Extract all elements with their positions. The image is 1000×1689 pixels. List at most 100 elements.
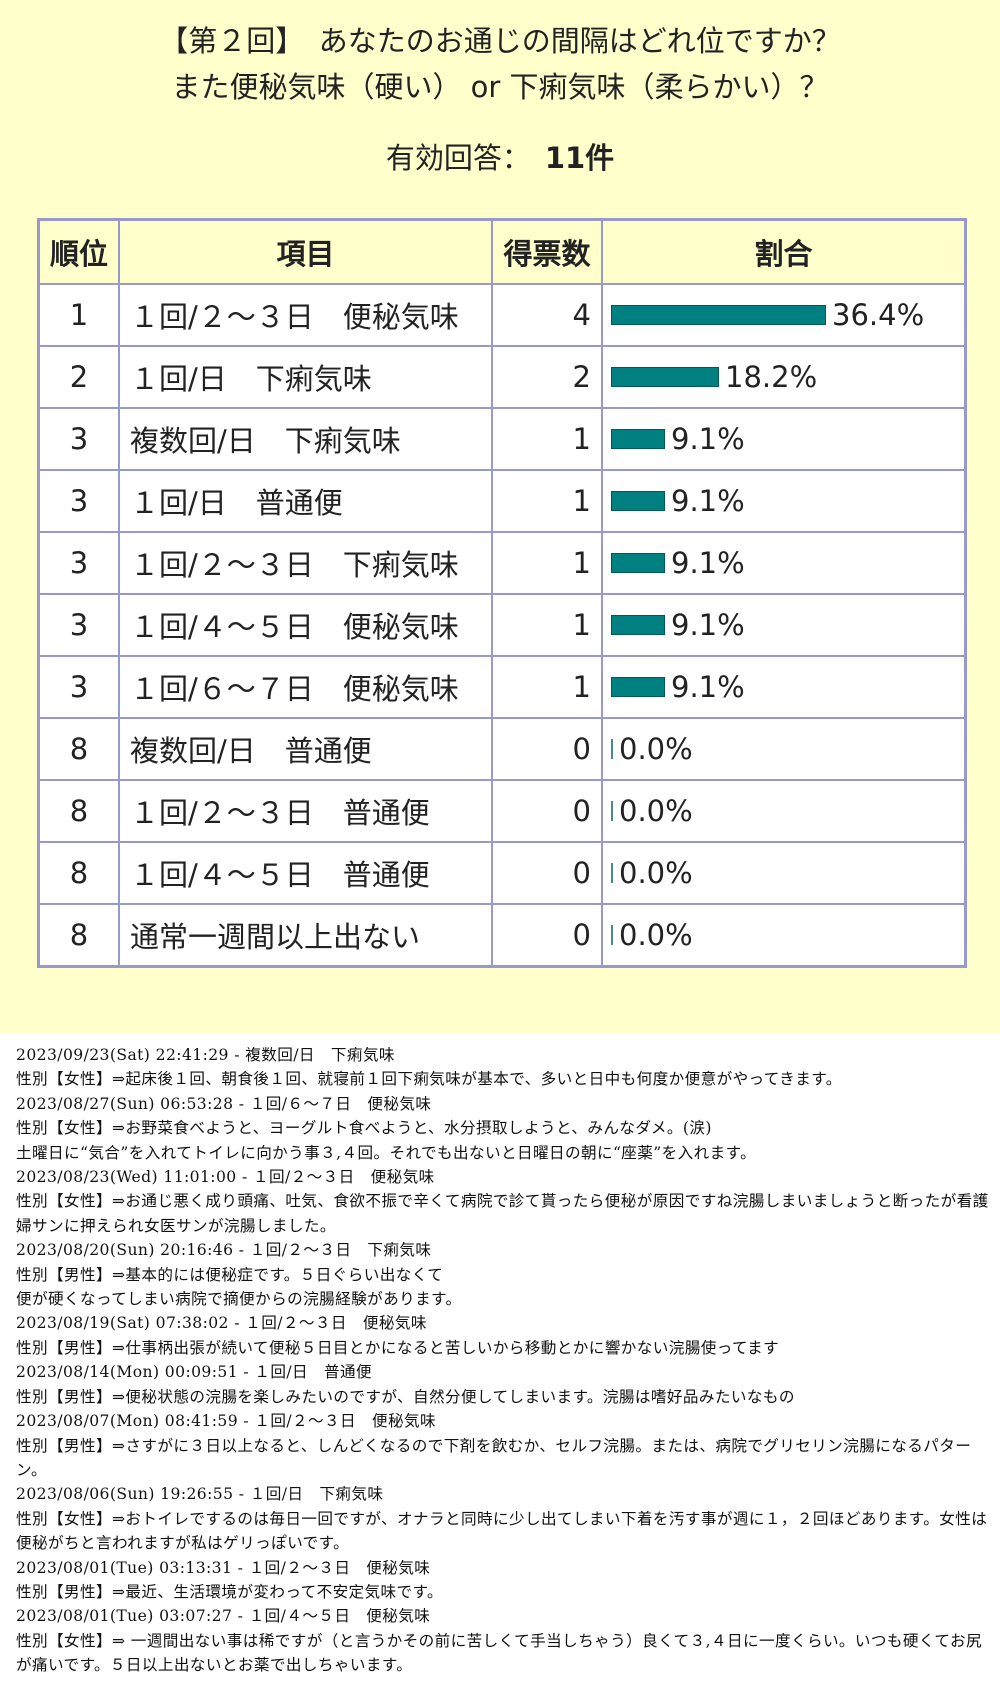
result-item: １回/４～５日 普通便 bbox=[119, 842, 492, 904]
result-ratio: 9.1% bbox=[602, 470, 965, 532]
result-rank: 3 bbox=[39, 532, 119, 594]
comment-body: 性別【女性】⇒お野菜食べようと、ヨーグルト食べようと、水分摂取しようと、みんなダ… bbox=[16, 1119, 757, 1162]
result-votes: 0 bbox=[492, 718, 602, 780]
result-row: 3 １回/２～３日 下痢気味 1 9.1% bbox=[39, 532, 965, 594]
result-row: 8 複数回/日 普通便 0 0.0% bbox=[39, 718, 965, 780]
result-item: 複数回/日 普通便 bbox=[119, 718, 492, 780]
valid-answers: 有効回答： 11件 bbox=[0, 138, 1000, 178]
result-votes: 1 bbox=[492, 532, 602, 594]
comment-body: 性別【男性】⇒最近、生活環境が変わって不安定気味です。 bbox=[16, 1582, 443, 1601]
comment-body: 性別【男性】⇒基本的には便秘症です。５日ぐらい出なくて 便が硬くなってしまい病院… bbox=[16, 1265, 462, 1309]
comment-body: 性別【女性】⇒起床後１回、朝食後１回、就寝前１回下痢気味が基本で、多いと日中も何… bbox=[16, 1070, 842, 1089]
result-item: １回/２～３日 便秘気味 bbox=[119, 284, 492, 346]
results-table: 順位 項目 得票数 割合 1 １回/２～３日 便秘気味 4 36.4% 2 １回/日 下痢… bbox=[37, 218, 967, 968]
result-bar bbox=[611, 367, 719, 387]
result-votes: 1 bbox=[492, 656, 602, 718]
result-ratio: 36.4% bbox=[602, 284, 965, 346]
result-rank: 8 bbox=[39, 904, 119, 966]
result-ratio: 0.0% bbox=[602, 718, 965, 780]
poll-question-line1: 【第２回】 あなたのお通じの間隔はどれ位ですか？ bbox=[159, 24, 841, 58]
header-rank: 順位 bbox=[39, 220, 119, 284]
result-percent: 18.2% bbox=[725, 360, 818, 394]
comment-header: 2023/08/23(Wed) 11:01:00 - １回/２～３日 便秘気味 bbox=[16, 1168, 435, 1187]
comment-header: 2023/08/06(Sun) 19:26:55 - １回/日 下痢気味 bbox=[16, 1485, 384, 1504]
result-votes: 1 bbox=[492, 408, 602, 470]
result-rank: 8 bbox=[39, 780, 119, 842]
result-item: 通常一週間以上出ない bbox=[119, 904, 492, 966]
result-percent: 0.0% bbox=[619, 732, 693, 766]
comment-list: 2023/09/23(Sat) 22:41:29 - 複数回/日 下痢気味性別【… bbox=[0, 1033, 1000, 1678]
result-rank: 3 bbox=[39, 408, 119, 470]
comment-header: 2023/08/19(Sat) 07:38:02 - １回/２～３日 便秘気味 bbox=[16, 1314, 427, 1333]
comment-header: 2023/08/14(Mon) 00:09:51 - １回/日 普通便 bbox=[16, 1363, 373, 1382]
comment-header: 2023/08/07(Mon) 08:41:59 - １回/２～３日 便秘気味 bbox=[16, 1412, 437, 1431]
comment-body: 性別【男性】⇒仕事柄出張が続いて便秘５日目とかになると苦しいから移動とかに響かな… bbox=[16, 1338, 780, 1357]
comment-header: 2023/08/20(Sun) 20:16:46 - １回/２～３日 下痢気味 bbox=[16, 1241, 432, 1260]
result-item: １回/２～３日 下痢気味 bbox=[119, 532, 492, 594]
result-votes: 4 bbox=[492, 284, 602, 346]
result-percent: 9.1% bbox=[671, 484, 745, 518]
result-bar bbox=[611, 677, 665, 697]
result-votes: 0 bbox=[492, 904, 602, 966]
result-percent: 9.1% bbox=[671, 422, 745, 456]
result-rank: 1 bbox=[39, 284, 119, 346]
result-rank: 2 bbox=[39, 346, 119, 408]
result-votes: 0 bbox=[492, 780, 602, 842]
comment-header: 2023/09/23(Sat) 22:41:29 - 複数回/日 下痢気味 bbox=[16, 1046, 395, 1064]
result-rank: 3 bbox=[39, 470, 119, 532]
result-votes: 2 bbox=[492, 346, 602, 408]
valid-answers-count: 11件 bbox=[544, 141, 615, 175]
result-bar bbox=[611, 925, 613, 945]
result-ratio: 18.2% bbox=[602, 346, 965, 408]
header-votes: 得票数 bbox=[492, 220, 602, 284]
result-row: 3 １回/日 普通便 1 9.1% bbox=[39, 470, 965, 532]
result-bar bbox=[611, 863, 613, 883]
result-percent: 0.0% bbox=[619, 918, 693, 952]
result-row: 1 １回/２～３日 便秘気味 4 36.4% bbox=[39, 284, 965, 346]
result-percent: 9.1% bbox=[671, 670, 745, 704]
comment-body: 性別【女性】⇒おトイレでするのは毎日一回ですが、オナラと同時に少し出てしまい下着… bbox=[16, 1509, 988, 1553]
result-item: 複数回/日 下痢気味 bbox=[119, 408, 492, 470]
result-percent: 36.4% bbox=[832, 298, 925, 332]
result-rank: 8 bbox=[39, 718, 119, 780]
result-row: 8 通常一週間以上出ない 0 0.0% bbox=[39, 904, 965, 966]
result-bar bbox=[611, 491, 665, 511]
comment-body: 性別【男性】⇒便秘状態の浣腸を楽しみたいのですが、自然分便してしまいます。浣腸は… bbox=[16, 1387, 795, 1406]
result-votes: 0 bbox=[492, 842, 602, 904]
results-header-row: 順位 項目 得票数 割合 bbox=[39, 220, 965, 284]
poll-question: 【第２回】 あなたのお通じの間隔はどれ位ですか？ また便秘気味（硬い） or 下… bbox=[0, 18, 1000, 110]
result-ratio: 0.0% bbox=[602, 780, 965, 842]
comment-body: 性別【女性】⇒ 一週間出ない事は稀ですが（と言うかその前に苦しくて手当しちゃう）… bbox=[16, 1631, 982, 1675]
result-item: １回/日 下痢気味 bbox=[119, 346, 492, 408]
result-ratio: 9.1% bbox=[602, 594, 965, 656]
valid-answers-label: 有効回答： bbox=[385, 141, 531, 175]
result-ratio: 0.0% bbox=[602, 842, 965, 904]
result-bar bbox=[611, 305, 826, 325]
result-row: 8 １回/４～５日 普通便 0 0.0% bbox=[39, 842, 965, 904]
result-bar bbox=[611, 615, 665, 635]
comment-body: 性別【女性】⇒お通じ悪く成り頭痛、吐気、食欲不振で辛くて病院で診て貰ったら便秘が… bbox=[16, 1192, 989, 1235]
comment-header: 2023/08/01(Tue) 03:07:27 - １回/４～５日 便秘気味 bbox=[16, 1607, 431, 1626]
result-row: 3 複数回/日 下痢気味 1 9.1% bbox=[39, 408, 965, 470]
result-row: 3 １回/６～７日 便秘気味 1 9.1% bbox=[39, 656, 965, 718]
poll-question-line2: また便秘気味（硬い） or 下痢気味（柔らかい）？ bbox=[171, 70, 829, 104]
result-item: １回/６～７日 便秘気味 bbox=[119, 656, 492, 718]
result-row: 3 １回/４～５日 便秘気味 1 9.1% bbox=[39, 594, 965, 656]
results-body: 1 １回/２～３日 便秘気味 4 36.4% 2 １回/日 下痢気味 2 18.2% 3 複数回/… bbox=[39, 284, 965, 966]
result-row: 8 １回/２～３日 普通便 0 0.0% bbox=[39, 780, 965, 842]
result-bar bbox=[611, 553, 665, 573]
result-ratio: 9.1% bbox=[602, 656, 965, 718]
comment-body: 性別【男性】⇒さすがに３日以上なると、しんどくなるので下剤を飲むか、セルフ浣腸。… bbox=[16, 1436, 972, 1479]
poll-panel: 【第２回】 あなたのお通じの間隔はどれ位ですか？ また便秘気味（硬い） or 下… bbox=[0, 0, 1000, 1033]
result-bar bbox=[611, 429, 665, 449]
result-percent: 0.0% bbox=[619, 794, 693, 828]
header-item: 項目 bbox=[119, 220, 492, 284]
result-bar bbox=[611, 801, 613, 821]
result-votes: 1 bbox=[492, 470, 602, 532]
result-ratio: 9.1% bbox=[602, 532, 965, 594]
result-bar bbox=[611, 739, 613, 759]
comment-header: 2023/08/27(Sun) 06:53:28 - １回/６～７日 便秘気味 bbox=[16, 1094, 432, 1113]
result-row: 2 １回/日 下痢気味 2 18.2% bbox=[39, 346, 965, 408]
result-ratio: 0.0% bbox=[602, 904, 965, 966]
result-percent: 9.1% bbox=[671, 546, 745, 580]
